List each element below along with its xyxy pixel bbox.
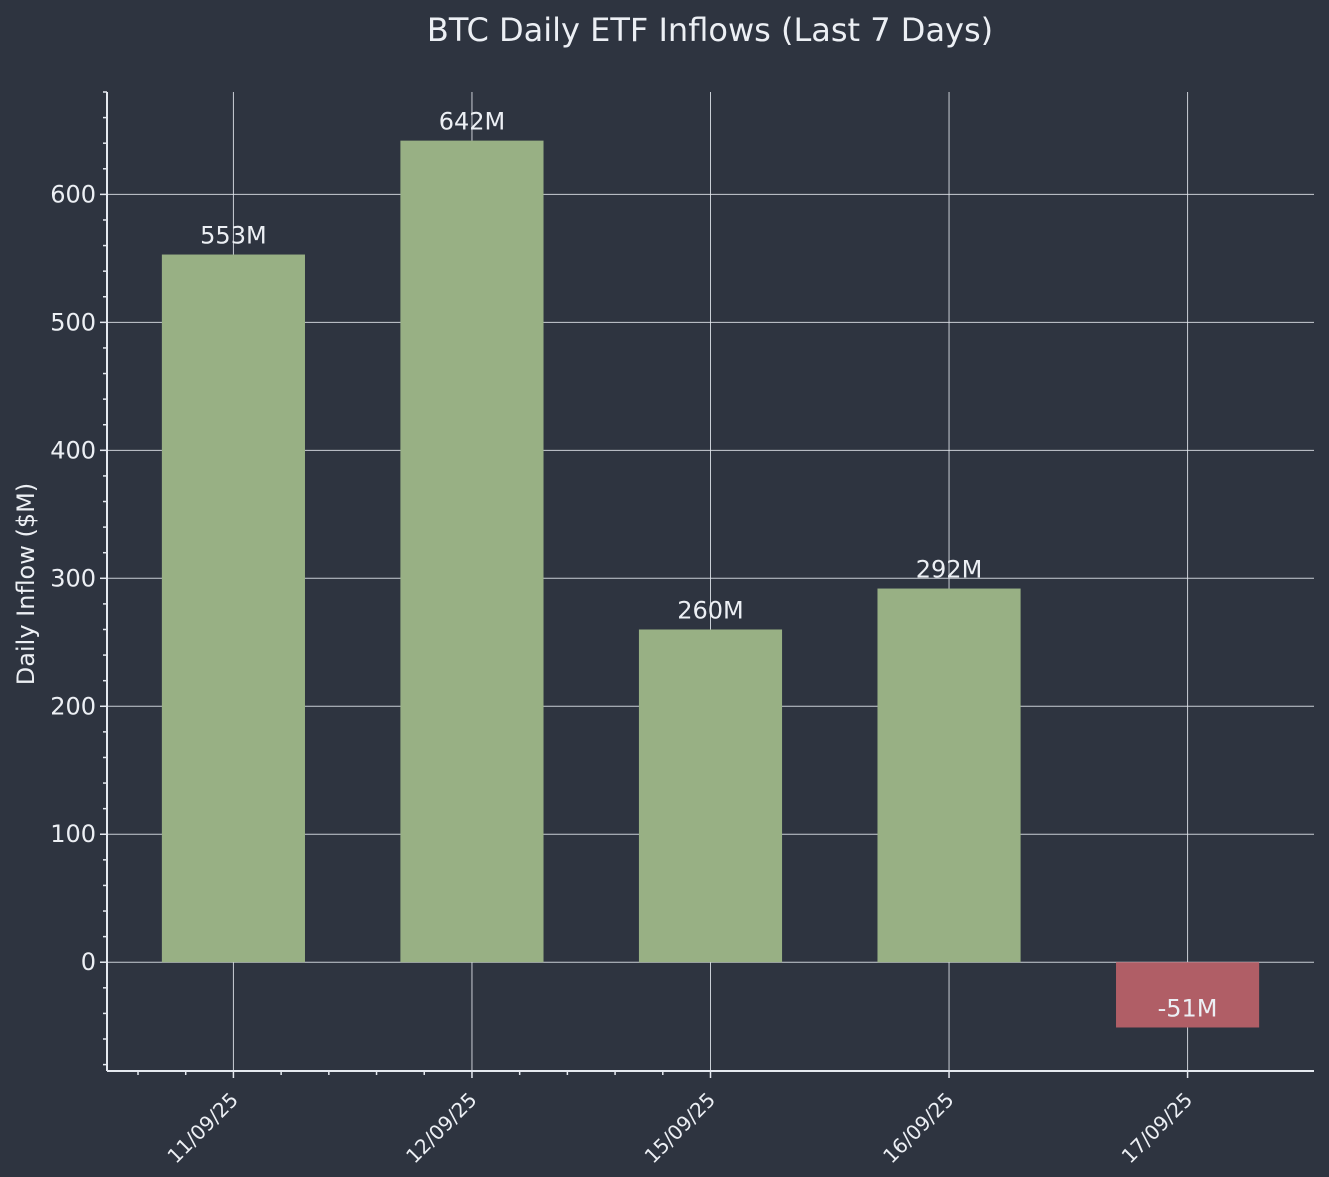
y-axis-label: Daily Inflow ($M)	[12, 483, 40, 685]
y-tick-label: 0	[81, 948, 96, 976]
y-tick-label: 400	[50, 436, 96, 464]
y-tick-label: 600	[50, 180, 96, 208]
bar	[400, 140, 544, 963]
y-tick-label: 100	[50, 820, 96, 848]
bar	[638, 629, 783, 963]
y-tick-label: 500	[50, 308, 96, 336]
bar	[1116, 962, 1260, 1028]
bar-value-label: 260M	[677, 596, 744, 624]
data-labels: 553M 642M 260M 292M -51M	[200, 108, 1217, 1023]
y-tick-label: 200	[50, 692, 96, 720]
bar	[877, 588, 1021, 963]
bars	[161, 140, 1260, 1028]
bar-value-label: 553M	[200, 222, 267, 250]
y-tick-label: 300	[50, 564, 96, 592]
bar-value-label: -51M	[1158, 994, 1218, 1022]
bar	[161, 254, 305, 963]
bar-value-label: 642M	[439, 108, 506, 136]
chart-title: BTC Daily ETF Inflows (Last 7 Days)	[427, 11, 993, 49]
bar-value-label: 292M	[916, 556, 983, 584]
